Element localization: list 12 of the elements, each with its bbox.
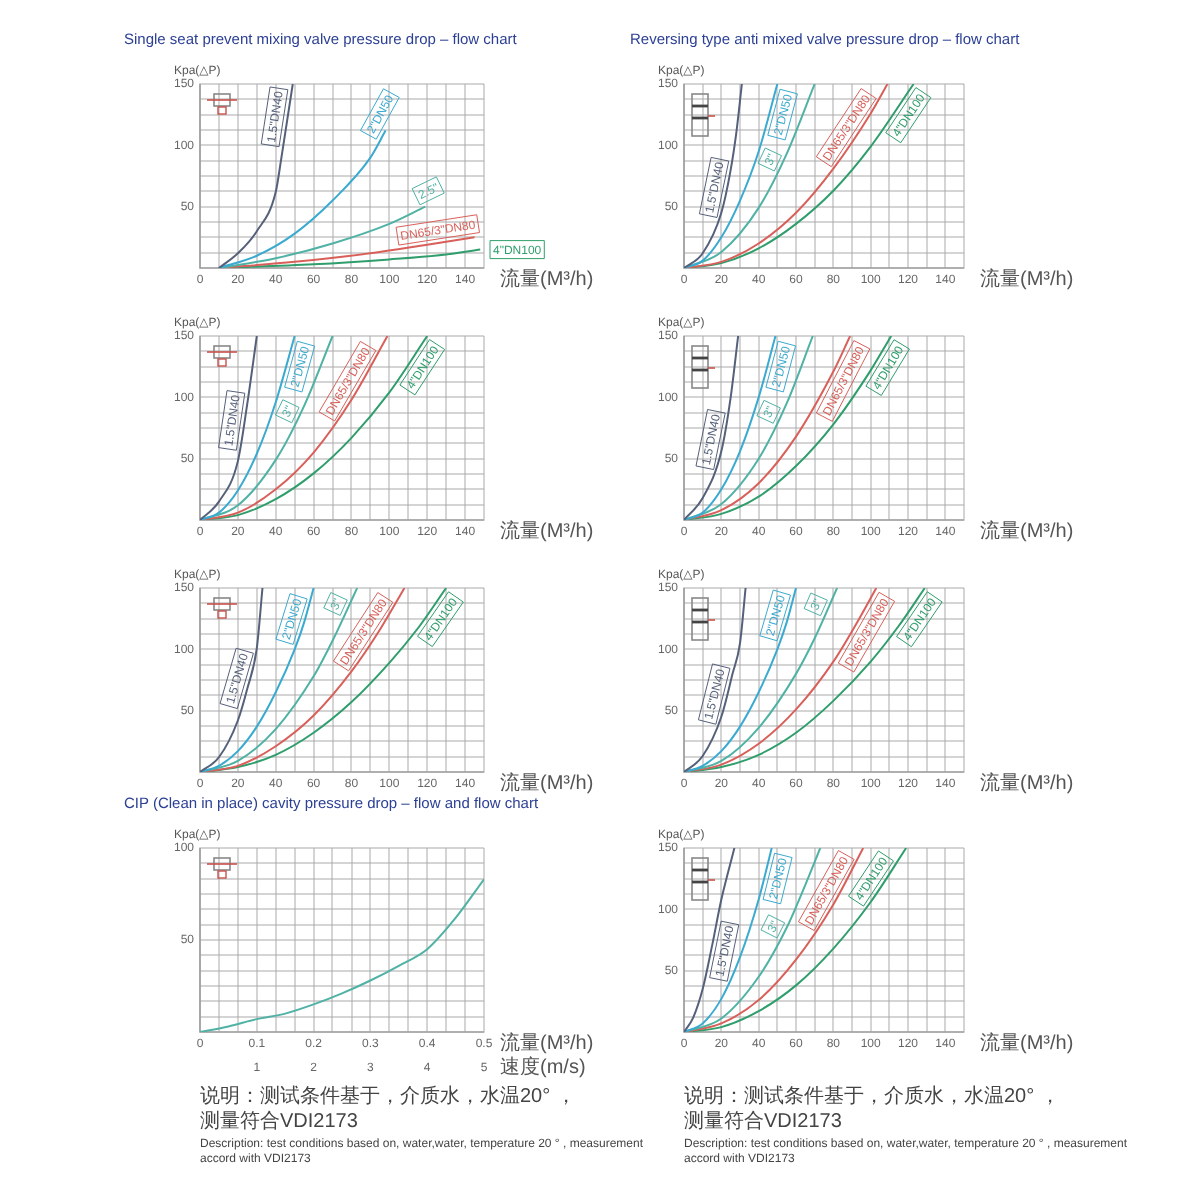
x-axis-title: 流量(M³/h) (980, 518, 1074, 543)
x-axis-title: 流量(M³/h) (500, 770, 594, 795)
x2-axis-title: 速度(m/s) (500, 1054, 586, 1079)
text: 说明：测试条件基于，介质水，水温20° ，测量符合VDI2173 (200, 1083, 576, 1133)
x-axis-title: 流量(M³/h) (500, 518, 594, 543)
x-axis-title: 流量(M³/h) (500, 1030, 594, 1055)
text: 说明：测试条件基于，介质水，水温20° ，测量符合VDI2173 (684, 1083, 1060, 1133)
x-axis-title: 流量(M³/h) (500, 266, 594, 291)
x-axis-title: 流量(M³/h) (980, 266, 1074, 291)
line-series (217, 84, 294, 268)
x-axis-title: 流量(M³/h) (980, 770, 1074, 795)
x-axis-title: 流量(M³/h) (980, 1030, 1074, 1055)
